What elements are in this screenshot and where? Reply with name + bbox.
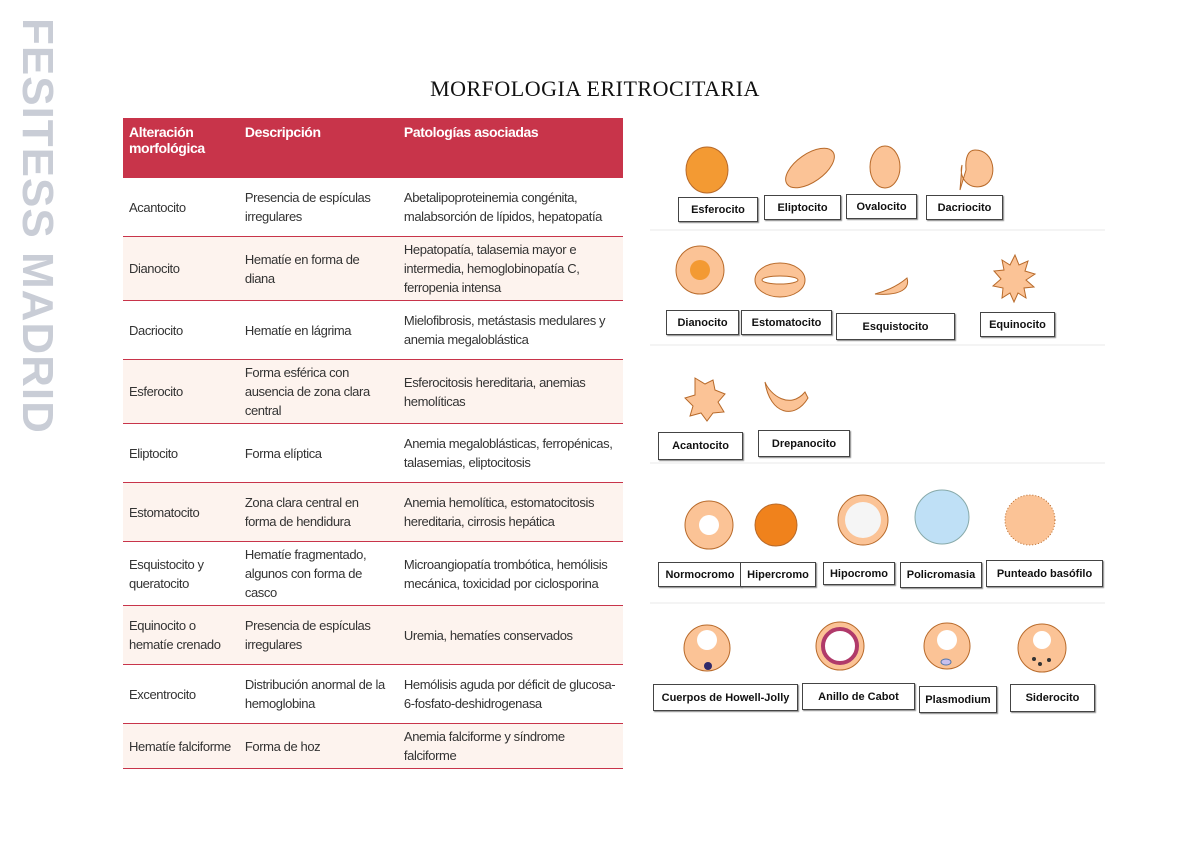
header-cell: Descripción [238, 118, 398, 178]
table-cell: Forma elíptica [238, 423, 398, 483]
table-row: Estomatocito Zona clara central en forma … [123, 482, 623, 542]
table-row: Hematíe falciforme Forma de hoz Anemia fal… [123, 723, 623, 769]
cell-label: Anillo de Cabot [802, 683, 915, 710]
table-row: Equinocito o hematíe crenado Presencia de… [123, 605, 623, 665]
watermark: FESITESS MADRID [13, 18, 62, 434]
table-cell: Anemia hemolítica, estomatocitosis hered… [397, 482, 623, 542]
cell-label: Policromasia [900, 562, 982, 588]
title: MORFOLOGIA ERITROCITARIA [430, 76, 760, 101]
table-row: Esferocito Forma esférica con ausencia de… [123, 359, 623, 424]
cell-label: Drepanocito [758, 430, 850, 457]
table-cell: Hepatopatía, talasemia mayor e intermedi… [397, 236, 623, 301]
table-cell: Hematíe fragmentado, algunos con forma d… [238, 541, 398, 606]
cell-label: Punteado basófilo [986, 560, 1103, 587]
table-cell: Anemia falciforme y síndrome falciforme [397, 723, 623, 769]
cell-label: Estomatocito [741, 310, 832, 335]
table-cell: Hemólisis aguda por déficit de glucosa-6… [397, 664, 623, 724]
cell-label: Acantocito [658, 432, 743, 460]
morphology-table: Alteración morfológica Descripción Patolog… [123, 118, 623, 769]
table-cell: Acantocito [123, 178, 239, 237]
table-cell: Presencia de espículas irregulares [238, 605, 398, 665]
cell-label: Cuerpos de Howell-Jolly [653, 684, 798, 711]
cell-label: Eliptocito [764, 195, 841, 220]
table-cell: Uremia, hematíes conservados [397, 605, 623, 665]
cell-shapes [675, 145, 1067, 673]
table-cell: Presencia de espículas irregulares [238, 178, 398, 237]
table-cell: Equinocito o hematíe crenado [123, 605, 239, 665]
table-cell: Estomatocito [123, 482, 239, 542]
table-cell: Excentrocito [123, 664, 239, 724]
table-cell: Distribución anormal de la hemoglobina [238, 664, 398, 724]
table-cell: Esferocito [123, 359, 239, 424]
table-row: Eliptocito Forma elíptica Anemia megaloblá… [123, 423, 623, 483]
cell-label: Equinocito [980, 312, 1055, 337]
table-cell: Esferocitosis hereditaria, anemias hemol… [397, 359, 623, 424]
table-cell: Dacriocito [123, 300, 239, 360]
cell-label: Hipocromo [823, 562, 895, 585]
table-body: Acantocito Presencia de espículas irregul… [123, 178, 623, 769]
table-cell: Hematíe en lágrima [238, 300, 398, 360]
table-row: Dacriocito Hematíe en lágrima Mielofibrosi… [123, 300, 623, 360]
table-cell: Abetalipoproteinemia congénita, malabsor… [397, 178, 623, 237]
table-cell: Esquistocito y queratocito [123, 541, 239, 606]
table-cell: Dianocito [123, 236, 239, 301]
header-row: Alteración morfológica Descripción Patolog… [123, 118, 623, 178]
table-row: Acantocito Presencia de espículas irregul… [123, 178, 623, 237]
table-row: Esquistocito y queratocito Hematíe fragme… [123, 541, 623, 606]
cell-label: Siderocito [1010, 684, 1095, 712]
table-row: Dianocito Hematíe en forma de diana Hepato… [123, 236, 623, 301]
cell-label: Dianocito [666, 310, 739, 335]
table-cell: Eliptocito [123, 423, 239, 483]
table-cell: Forma esférica con ausencia de zona clar… [238, 359, 398, 424]
cell-label: Ovalocito [846, 194, 917, 219]
table-cell: Hematíe falciforme [123, 723, 239, 769]
cell-label: Hipercromo [740, 562, 816, 587]
table-row: Excentrocito Distribución anormal de la h… [123, 664, 623, 724]
table-cell: Forma de hoz [238, 723, 398, 769]
cell-label: Dacriocito [926, 195, 1003, 220]
cell-label: Esferocito [678, 197, 758, 222]
header-cell: Alteración morfológica [123, 118, 239, 178]
table-cell: Hematíe en forma de diana [238, 236, 398, 301]
cell-label: Esquistocito [836, 313, 955, 340]
cell-label: Plasmodium [919, 686, 997, 713]
header-cell: Patologías asociadas [397, 118, 623, 178]
table-cell: Mielofibrosis, metástasis medulares y an… [397, 300, 623, 360]
table-cell: Microangiopatía trombótica, hemólisis me… [397, 541, 623, 606]
table-cell: Anemia megaloblásticas, ferropénicas, ta… [397, 423, 623, 483]
separators [650, 229, 1105, 604]
table-cell: Zona clara central en forma de hendidura [238, 482, 398, 542]
cell-label: Normocromo [658, 562, 742, 587]
